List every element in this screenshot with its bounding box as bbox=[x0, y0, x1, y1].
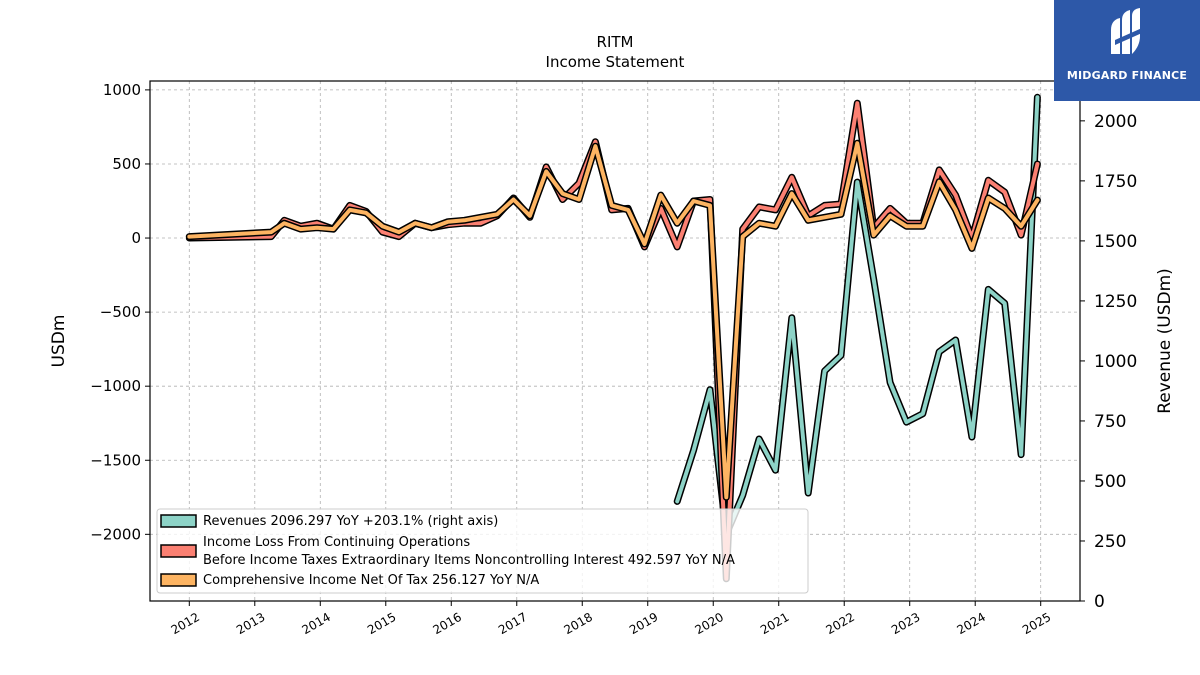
x-tick-label: 2019 bbox=[627, 610, 660, 637]
chart-subtitle: Income Statement bbox=[546, 53, 685, 71]
series-revenues-line bbox=[675, 95, 1040, 537]
y-tick-label-left: 0 bbox=[131, 229, 141, 247]
legend-label: Income Loss From Continuing Operations bbox=[203, 535, 470, 550]
series-comprehensive-income-line bbox=[187, 141, 1040, 500]
y-tick-label-right: 0 bbox=[1094, 592, 1105, 612]
x-tick-label: 2020 bbox=[693, 610, 726, 637]
y-tick-label-left: −500 bbox=[100, 303, 141, 321]
y-axis-label-right: Revenue (USDm) bbox=[1155, 268, 1175, 414]
chart-title: RITM bbox=[597, 33, 634, 51]
legend-label: Revenues 2096.297 YoY +203.1% (right axi… bbox=[203, 514, 498, 529]
y-tick-label-right: 1750 bbox=[1094, 172, 1137, 192]
series-income-loss-line bbox=[187, 101, 1040, 581]
x-tick-label: 2013 bbox=[234, 610, 267, 637]
series-income-loss-outline bbox=[185, 99, 1041, 583]
series-revenues bbox=[673, 93, 1041, 538]
x-tick-label: 2012 bbox=[169, 610, 202, 637]
legend-swatch bbox=[160, 514, 197, 528]
series-income-loss bbox=[185, 99, 1041, 583]
x-tick-label: 2023 bbox=[889, 610, 922, 637]
legend-box bbox=[156, 508, 809, 594]
x-tick-label: 2024 bbox=[954, 610, 987, 637]
legend-label: Comprehensive Income Net Of Tax 256.127 … bbox=[203, 573, 539, 588]
y-axis-label-left: USDm bbox=[49, 315, 69, 368]
x-tick-label: 2016 bbox=[431, 610, 464, 637]
y-tick-label-right: 1000 bbox=[1094, 352, 1137, 372]
brand-logo: MIDGARD FINANCE bbox=[1054, 0, 1200, 101]
y-tick-label-left: −2000 bbox=[90, 525, 141, 543]
x-tick-label: 2025 bbox=[1020, 610, 1053, 637]
series-layer bbox=[185, 93, 1041, 583]
y-tick-label-right: 1500 bbox=[1094, 232, 1137, 252]
y-tick-label-left: −1000 bbox=[90, 377, 141, 395]
y-tick-label-right: 2000 bbox=[1094, 112, 1137, 132]
y-tick-label-left: 1000 bbox=[103, 81, 141, 99]
series-comprehensive-income-outline bbox=[185, 139, 1041, 501]
series-comprehensive-income bbox=[185, 139, 1041, 501]
x-tick-label: 2015 bbox=[365, 610, 398, 637]
logo-mark-icon bbox=[1111, 8, 1142, 54]
y-tick-label-right: 500 bbox=[1094, 472, 1126, 492]
legend-swatch bbox=[160, 544, 197, 558]
x-tick-label: 2017 bbox=[496, 610, 529, 637]
y-tick-label-left: −1500 bbox=[90, 451, 141, 469]
x-tick-label: 2021 bbox=[758, 610, 791, 637]
x-tick-label: 2014 bbox=[300, 610, 333, 637]
y-tick-label-right: 1250 bbox=[1094, 292, 1137, 312]
logo-brand-text: MIDGARD FINANCE bbox=[1066, 69, 1188, 82]
legend: Revenues 2096.297 YoY +203.1% (right axi… bbox=[156, 508, 809, 594]
y-tick-label-left: 500 bbox=[112, 155, 141, 173]
y-tick-label-right: 750 bbox=[1094, 412, 1126, 432]
x-tick-label: 2022 bbox=[823, 610, 856, 637]
y-tick-label-right: 250 bbox=[1094, 532, 1126, 552]
legend-swatch bbox=[160, 573, 197, 587]
legend-label: Before Income Taxes Extraordinary Items … bbox=[203, 553, 735, 568]
x-tick-label: 2018 bbox=[562, 610, 595, 637]
plot-frame bbox=[149, 80, 1081, 602]
